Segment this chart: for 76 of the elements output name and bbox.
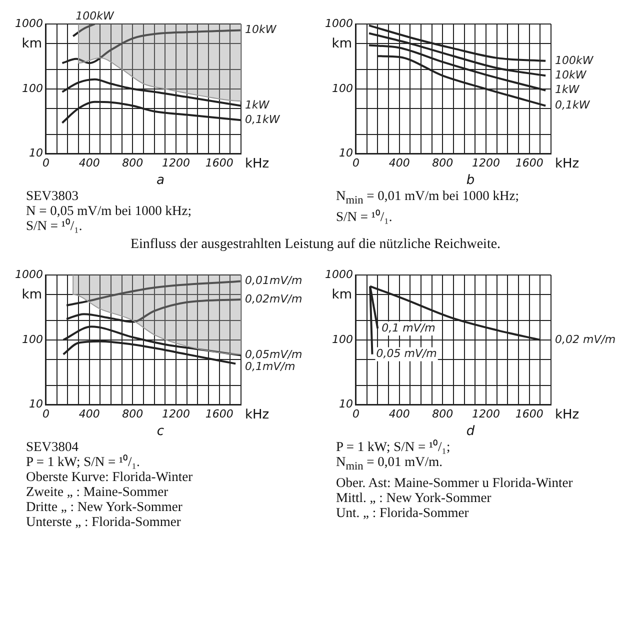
series-label: 100kW xyxy=(555,54,594,67)
text: a xyxy=(156,173,166,188)
text: c xyxy=(156,424,166,439)
x-tick-label: 800 xyxy=(432,407,454,420)
y-tick-label: 10 xyxy=(338,146,353,160)
text: S/N = ¹⁰/₁. xyxy=(25,218,84,233)
text: Dritte „ : New York-Sommer xyxy=(25,499,184,514)
x-tick-label: 1200 xyxy=(162,407,190,420)
x-tick-label: 1600 xyxy=(205,407,234,420)
text: Unterste „ : Florida-Sommer xyxy=(25,514,182,529)
x-axis-title: kHz xyxy=(245,408,270,423)
x-axis-title: kHz xyxy=(245,156,270,172)
series-label: 0,1kW xyxy=(245,113,281,126)
x-tick-label: 1600 xyxy=(515,156,544,170)
y-axis-title: km xyxy=(22,36,42,52)
x-tick-label: 800 xyxy=(122,156,144,170)
text: SEV3804 xyxy=(25,439,80,454)
series-label: 100kW xyxy=(76,9,115,22)
x-axis-title: kHz xyxy=(555,408,580,423)
series-label: 0,02 mV/m xyxy=(555,332,616,346)
text: Oberste Kurve: Florida-Winter xyxy=(25,469,194,484)
y-axis-title: km xyxy=(332,36,352,52)
series-label: 0,05mV/m xyxy=(245,348,302,362)
series-label: 0,01mV/m xyxy=(245,274,302,288)
series-label: 1kW xyxy=(245,98,270,112)
y-tick-label: 10 xyxy=(28,146,43,160)
text: Einfluss der ausgestrahlten Leistung auf die nützliche Reichweite. xyxy=(129,237,502,253)
text: P = 1 kW; S/N = ¹⁰/₁; xyxy=(335,439,452,454)
text: Zweite „ : Maine-Sommer xyxy=(25,484,170,499)
x-tick-label: 800 xyxy=(122,407,144,420)
series-label: 0,1mV/m xyxy=(245,360,296,374)
x-tick-label: 0 xyxy=(352,156,360,170)
y-axis-title: km xyxy=(22,287,42,302)
x-tick-label: 1200 xyxy=(472,407,500,420)
text: Unt. „ : Florida-Sommer xyxy=(335,504,470,520)
text: Mittl. „ : New York-Sommer xyxy=(335,490,492,505)
x-tick-label: 400 xyxy=(388,407,410,420)
x-tick-label: 400 xyxy=(78,407,100,420)
x-tick-label: 1600 xyxy=(515,407,544,420)
series-label: 0,1 mV/m xyxy=(382,321,436,334)
x-tick-label: 0 xyxy=(42,156,50,170)
text: N$_{min}$ = 0,01 mV/m bei 1000 kHz; xyxy=(335,188,520,209)
x-tick-label: 800 xyxy=(432,156,454,170)
text: P = 1 kW; S/N = ¹⁰/₁. xyxy=(25,454,141,469)
y-tick-label: 1000 xyxy=(324,268,353,281)
y-tick-label: 1000 xyxy=(324,16,353,30)
y-tick-label: 1000 xyxy=(14,268,43,281)
series-label: 0,1kW xyxy=(555,98,591,112)
x-tick-label: 400 xyxy=(388,156,410,170)
y-tick-label: 100 xyxy=(22,82,43,95)
x-tick-label: 0 xyxy=(352,407,360,420)
series-label: 1kW xyxy=(555,83,580,96)
series-label: 10kW xyxy=(245,23,278,36)
x-tick-label: 0 xyxy=(42,407,50,420)
text: SEV3803 xyxy=(25,188,80,203)
text: N$_{min}$ = 0,01 mV/m. xyxy=(335,454,444,475)
series-label: 0,05 mV/m xyxy=(376,347,437,360)
text: N = 0,05 mV/m bei 1000 kHz; xyxy=(25,203,192,218)
x-tick-label: 1200 xyxy=(472,156,500,170)
series-label: 0,02mV/m xyxy=(245,292,302,306)
text: d xyxy=(465,424,476,439)
y-tick-label: 100 xyxy=(332,332,353,346)
x-tick-label: 1600 xyxy=(205,156,234,170)
y-tick-label: 1000 xyxy=(14,16,43,30)
y-axis-title: km xyxy=(332,287,352,302)
y-tick-label: 100 xyxy=(22,332,43,346)
x-tick-label: 1200 xyxy=(162,156,190,170)
x-tick-label: 400 xyxy=(78,156,100,170)
text: b xyxy=(465,173,476,188)
x-axis-title: kHz xyxy=(555,156,580,172)
text: Ober. Ast: Maine-Sommer u Florida-Winter xyxy=(335,474,574,490)
text: S/N = ¹⁰/₁. xyxy=(335,208,394,224)
y-tick-label: 10 xyxy=(28,398,43,411)
y-tick-label: 100 xyxy=(332,82,353,95)
y-tick-label: 10 xyxy=(338,398,353,411)
series-label: 10kW xyxy=(555,68,588,82)
